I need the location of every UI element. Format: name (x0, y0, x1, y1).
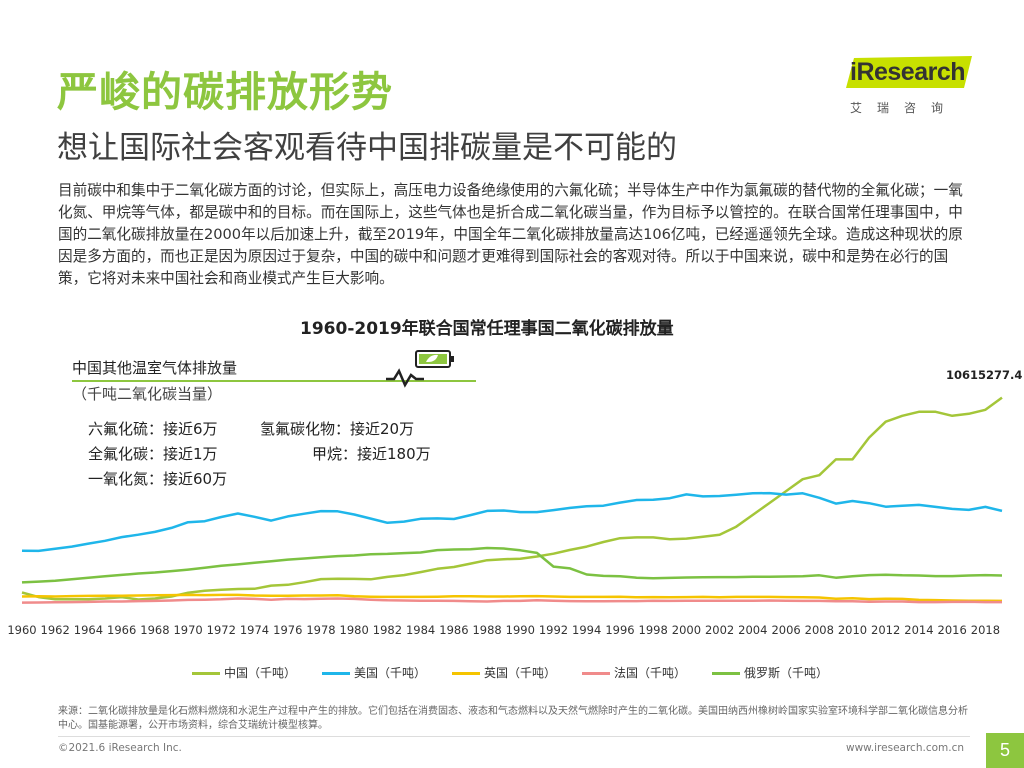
footer-divider (58, 736, 970, 737)
legend-swatch-china (192, 672, 220, 675)
legend-label-russia: 俄罗斯（千吨） (744, 666, 829, 680)
other-gases-unit: （千吨二氧化碳当量） (72, 385, 223, 403)
logo-badge-icon (846, 56, 972, 88)
page-title: 严峻的碳排放形势 (57, 68, 393, 116)
x-tick-label: 1996 (605, 623, 634, 637)
intro-paragraph: 目前碳中和集中于二氧化碳方面的讨论，但实际上，高压电力设备绝缘使用的六氟化硫；半… (58, 182, 963, 287)
copyright: ©2021.6 iResearch Inc. (58, 742, 182, 754)
x-tick-label: 1990 (506, 623, 535, 637)
series-line-4 (21, 546, 1003, 584)
legend-label-france: 法国（千吨） (614, 666, 687, 680)
x-tick-label: 1982 (373, 623, 402, 637)
legend-swatch-usa (322, 672, 350, 675)
x-tick-label: 1966 (107, 623, 136, 637)
page-subtitle: 想让国际社会客观看待中国排碳量是不可能的 (57, 130, 677, 166)
x-tick-label: 2012 (871, 623, 900, 637)
x-tick-label: 2014 (904, 623, 933, 637)
x-tick-label: 2004 (738, 623, 767, 637)
x-tick-label: 1970 (173, 623, 202, 637)
logo-name: iResearch (850, 58, 966, 86)
legend-label-china: 中国（千吨） (224, 666, 297, 680)
legend-item-usa: 美国（千吨） (322, 664, 426, 681)
x-tick-label: 1986 (439, 623, 468, 637)
emissions-line-chart: 1960 1962 1964 1966 1968 1970 1972 1974 1976 1978… (7, 396, 1003, 637)
legend-item-france: 法国（千吨） (582, 664, 686, 681)
x-tick-label: 1988 (472, 623, 501, 637)
x-tick-label: 1978 (306, 623, 335, 637)
x-tick-label: 1980 (340, 623, 369, 637)
gas-no: 一氧化氮：接近60万 (88, 470, 228, 488)
chart-title: 1960-2019年联合国常任理事国二氧化碳排放量 (300, 319, 674, 339)
x-tick-label: 2018 (971, 623, 1000, 637)
legend-label-uk: 英国（千吨） (484, 666, 557, 680)
gas-hfc: 氢氟碳化物：接近20万 (260, 420, 415, 438)
x-tick-label: 1992 (539, 623, 568, 637)
x-tick-label: 2010 (838, 623, 867, 637)
legend-label-usa: 美国（千吨） (354, 666, 427, 680)
x-tick-label: 1974 (240, 623, 269, 637)
page-number: 5 (986, 733, 1024, 768)
gas-pfc: 全氟化碳：接近1万 (88, 445, 218, 463)
legend-swatch-france (582, 672, 610, 675)
x-tick-label: 1962 (41, 623, 70, 637)
logo-subtitle: 艾瑞咨询 (850, 101, 959, 115)
legend-swatch-uk (452, 672, 480, 675)
x-tick-label: 1960 (7, 623, 36, 637)
x-tick-label: 2016 (938, 623, 967, 637)
iresearch-logo: iResearch 艾瑞咨询 (846, 54, 976, 118)
legend-item-uk: 英国（千吨） (452, 664, 556, 681)
x-tick-label: 1976 (273, 623, 302, 637)
battery-pulse-icon (386, 350, 454, 388)
x-tick-label: 1968 (140, 623, 169, 637)
x-tick-label: 1964 (74, 623, 103, 637)
website-link[interactable]: www.iresearch.com.cn (846, 742, 965, 754)
x-tick-label: 2008 (805, 623, 834, 637)
legend-item-china: 中国（千吨） (192, 664, 296, 681)
source-note: 来源：二氧化碳排放量是化石燃料燃烧和水泥生产过程中产生的排放。它们包括在消费固态… (58, 706, 968, 731)
legend-swatch-russia (712, 672, 740, 675)
max-value-label: 10615277.4 (946, 368, 1023, 382)
other-gases-title: 中国其他温室气体排放量 (72, 359, 238, 377)
other-gases-divider (72, 380, 476, 382)
x-tick-label: 2002 (705, 623, 734, 637)
series-line-2 (21, 593, 1003, 603)
series-line-3 (21, 597, 1002, 604)
x-tick-label: 1998 (639, 623, 668, 637)
legend-item-russia: 俄罗斯（千吨） (712, 664, 828, 681)
x-tick-label: 2000 (672, 623, 701, 637)
gas-methane: 甲烷：接近180万 (312, 445, 431, 463)
x-tick-label: 2006 (771, 623, 800, 637)
series-line-0 (21, 396, 1003, 601)
x-tick-label: 1984 (406, 623, 435, 637)
gas-sf6: 六氟化硫：接近6万 (88, 420, 218, 438)
x-tick-label: 1994 (572, 623, 601, 637)
x-tick-label: 1972 (207, 623, 236, 637)
series-line-1 (21, 491, 1003, 553)
